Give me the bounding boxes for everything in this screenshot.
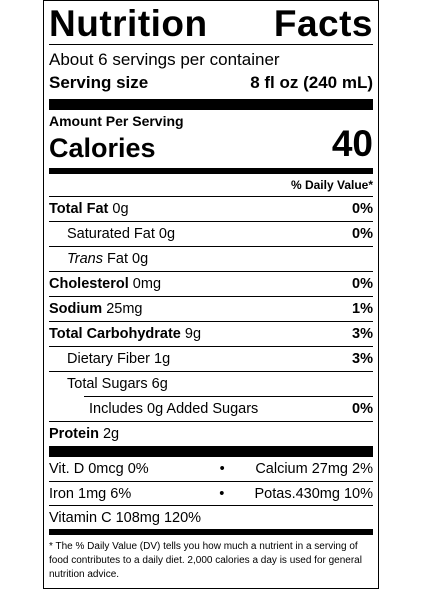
- nutrient-dv: 0%: [352, 201, 373, 217]
- nutrient-row-trans-fat: Trans Fat 0g: [49, 246, 373, 271]
- nutrient-row-protein: Protein 2g: [49, 421, 373, 446]
- nutrient-row-total-sugars: Total Sugars 6g: [49, 371, 373, 396]
- nutrient-amount: 0g: [158, 226, 176, 242]
- bullet-separator: •: [219, 461, 225, 477]
- nutrient-dv: 0%: [352, 276, 373, 292]
- nutrient-dv: 1%: [352, 301, 373, 317]
- nutrient-dv: 3%: [352, 351, 373, 367]
- nutrient-row-total-carbohydrate: Total Carbohydrate 9g 3%: [49, 321, 373, 346]
- nutrient-name-italic: Trans: [67, 251, 103, 267]
- nutrient-row-added-sugars: Includes 0g Added Sugars 0%: [49, 396, 373, 421]
- bullet-separator: •: [219, 485, 225, 502]
- thick-divider: [49, 446, 373, 457]
- nutrient-dv: 3%: [352, 326, 373, 342]
- nutrient-name-amount: Dietary Fiber 1g: [67, 351, 170, 367]
- nutrient-name: Total Fat: [49, 201, 109, 217]
- vitamin-right: Potas.430mg 10%: [254, 485, 374, 502]
- nutrient-row-cholesterol: Cholesterol 0mg 0%: [49, 271, 373, 296]
- nutrient-name: Dietary Fiber: [67, 351, 150, 367]
- nutrient-name-amount: Trans Fat 0g: [67, 251, 148, 267]
- nutrient-name: Total Sugars: [67, 376, 148, 392]
- nutrient-name-amount: Sodium 25mg: [49, 301, 142, 317]
- nutrient-name: Cholesterol: [49, 276, 129, 292]
- nutrient-row-sodium: Sodium 25mg 1%: [49, 296, 373, 321]
- vitamin-left: Vitamin C 108mg 120%: [49, 509, 202, 526]
- nutrient-row-total-fat: Total Fat 0g 0%: [49, 196, 373, 221]
- nutrient-dv: 0%: [352, 226, 373, 242]
- calories-label: Calories: [49, 133, 156, 163]
- thick-divider: [49, 99, 373, 110]
- serving-size-label: Serving size: [49, 73, 149, 92]
- nutrient-amount: 0g: [132, 251, 149, 267]
- daily-value-footnote: * The % Daily Value (DV) tells you how m…: [49, 541, 362, 580]
- amount-per-serving: Amount Per Serving: [49, 113, 184, 129]
- nutrient-amount: 2g: [102, 426, 120, 442]
- nutrient-amount: 0mg: [132, 276, 162, 292]
- nutrient-name-amount: Cholesterol 0mg: [49, 276, 161, 292]
- label-title: Nutrition Facts: [49, 4, 373, 44]
- nutrient-amount: 1g: [154, 351, 171, 367]
- nutrient-amount: 0g: [112, 201, 129, 217]
- vitamin-row: Vit. D 0mcg 0% • Calcium 27mg 2%: [49, 457, 373, 481]
- title-nutrition: Nutrition: [49, 3, 208, 44]
- calories-row: Calories 40: [49, 123, 373, 164]
- nutrient-row-saturated-fat: Saturated Fat 0g 0%: [49, 221, 373, 246]
- nutrient-name-amount: Protein 2g: [49, 426, 119, 442]
- nutrient-dv: 0%: [352, 400, 373, 417]
- nutrient-name-amount: Total Fat 0g: [49, 201, 129, 217]
- title-facts: Facts: [273, 3, 373, 44]
- calories-value: 40: [331, 123, 373, 164]
- nutrient-row-dietary-fiber: Dietary Fiber 1g 3%: [49, 346, 373, 371]
- nutrient-name-amount: Saturated Fat 0g: [67, 226, 175, 242]
- nutrient-amount: 25mg: [106, 301, 143, 317]
- medium-divider: [49, 168, 373, 174]
- medium-divider: [49, 529, 373, 535]
- nutrient-name: Includes 0g Added Sugars: [89, 400, 259, 417]
- serving-size-value: 8 fl oz (240 mL): [250, 73, 373, 92]
- nutrient-name: Sodium: [49, 301, 103, 317]
- daily-value-header: % Daily Value*: [290, 178, 373, 192]
- servings-per-container: About 6 servings per container: [49, 50, 280, 69]
- vitamin-right: Calcium 27mg 2%: [255, 461, 373, 477]
- serving-size-row: Serving size 8 fl oz (240 mL): [49, 71, 373, 95]
- nutrient-name: Total Carbohydrate: [49, 326, 181, 342]
- vitamin-row: Vitamin C 108mg 120%: [49, 505, 373, 529]
- vitamin-left: Vit. D 0mcg 0%: [49, 461, 149, 477]
- nutrient-amount: 9g: [184, 326, 202, 342]
- vitamin-row: Iron 1mg 6% • Potas.430mg 10%: [49, 481, 373, 505]
- nutrient-name: Protein: [49, 426, 99, 442]
- divider: [49, 44, 373, 45]
- nutrient-name: Fat: [107, 251, 128, 267]
- nutrient-name-amount: Total Carbohydrate 9g: [49, 326, 201, 342]
- nutrition-facts-label: Nutrition Facts About 6 servings per con…: [43, 0, 379, 589]
- nutrient-amount: 6g: [151, 376, 168, 392]
- nutrient-name-amount: Total Sugars 6g: [67, 376, 168, 392]
- nutrient-name: Saturated Fat: [67, 226, 155, 242]
- vitamin-left: Iron 1mg 6%: [49, 485, 132, 502]
